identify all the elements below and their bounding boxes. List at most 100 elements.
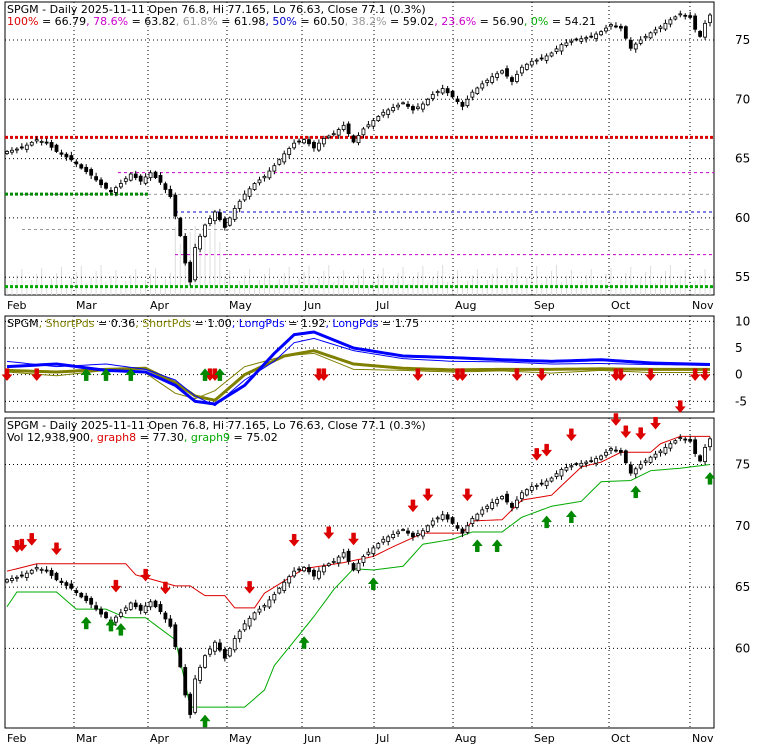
candle-body: [19, 574, 24, 577]
candle-body: [396, 104, 401, 108]
candle-body: [217, 642, 222, 651]
candle-body: [574, 38, 579, 41]
price-candle: [440, 84, 445, 96]
price-candle: [217, 208, 222, 222]
price-candle: [277, 586, 282, 595]
price-candle: [24, 570, 29, 581]
price-candle: [554, 470, 559, 480]
candle-body: [564, 42, 569, 46]
price-candle: [371, 545, 376, 557]
price-candle: [470, 89, 475, 101]
candle-body: [366, 551, 371, 555]
price-candle: [381, 109, 386, 118]
candle-body: [252, 183, 257, 190]
candle-body: [321, 565, 326, 573]
candle-body: [138, 604, 143, 611]
candle-body: [698, 455, 702, 462]
price-candle: [277, 158, 282, 166]
price-candle: [193, 675, 198, 715]
price-candle: [262, 603, 267, 611]
price-candle: [643, 33, 648, 42]
price-candle: [554, 45, 559, 55]
sell-arrow-icon: [536, 368, 548, 382]
candle-body: [198, 235, 202, 250]
y-tick-label: 10: [735, 314, 750, 328]
price-candle: [178, 647, 183, 669]
price-candle: [138, 603, 143, 615]
price-candle: [183, 233, 188, 266]
x-tick-label: Apr: [150, 299, 170, 312]
price-candle: [579, 460, 584, 469]
sell-arrow-icon: [11, 540, 23, 553]
candle-body: [416, 106, 420, 109]
price-candle: [104, 611, 108, 620]
oscillator-legend-value: = 1.00: [191, 317, 232, 330]
candle-body: [148, 601, 153, 608]
candle-body: [663, 447, 668, 454]
price-candle: [460, 526, 465, 538]
price-candle: [371, 118, 376, 130]
price-candle: [287, 574, 292, 587]
price-candle: [99, 606, 103, 618]
price-candle: [44, 138, 49, 146]
candle-body: [24, 572, 29, 578]
price-candle: [59, 577, 64, 586]
x-tick-label: Oct: [611, 299, 631, 312]
price-candle: [183, 664, 188, 698]
candle-body: [406, 530, 410, 534]
sell-arrow-icon: [318, 368, 330, 382]
price-candle: [237, 629, 242, 643]
price-candle: [49, 567, 54, 579]
price-candle: [708, 436, 712, 451]
candle-body: [569, 465, 574, 468]
y-tick-label: -5: [735, 394, 747, 408]
candle-body: [292, 570, 297, 577]
y-tick-label: 0: [735, 368, 743, 382]
candle-body: [693, 439, 698, 454]
y-tick-label: 65: [735, 152, 750, 166]
price-candle: [425, 97, 430, 107]
oscillator-line: [6, 337, 711, 407]
candle-body: [262, 175, 267, 179]
price-candle: [376, 115, 381, 123]
candle-body: [69, 155, 74, 161]
price-candle: [391, 103, 396, 113]
candle-body: [376, 543, 381, 549]
price-candle: [307, 136, 311, 147]
candle-body: [267, 599, 272, 608]
candle-body: [485, 79, 490, 83]
candle-body: [158, 175, 163, 183]
price-candle: [544, 53, 549, 64]
trend-legend-value: = 75.02: [230, 431, 278, 444]
price-candle: [411, 104, 415, 114]
candle-body: [213, 641, 217, 652]
fib-legend-label: , 0%: [524, 15, 548, 28]
price-candle: [455, 95, 460, 105]
candle-body: [15, 576, 19, 579]
candle-body: [168, 618, 173, 627]
oscillator-legend-label: , ShortPds: [39, 317, 95, 330]
candle-body: [163, 612, 168, 620]
candle-body: [188, 693, 193, 715]
fib-legend-label: , 50%: [265, 15, 296, 28]
candle-body: [480, 83, 485, 89]
candle-body: [539, 57, 544, 60]
candle-body: [425, 98, 430, 106]
candle-body: [331, 133, 336, 136]
candle-body: [193, 678, 198, 713]
price-candle: [326, 134, 331, 140]
fib-legend: 100% = 66.79, 78.6% = 63.82, 61.8% = 61.…: [7, 15, 596, 28]
candle-body: [29, 569, 34, 574]
price-candle: [401, 528, 405, 532]
price-candle: [480, 80, 485, 91]
sell-arrow-icon: [531, 448, 543, 461]
chart-title: SPGM - Daily 2025-11-11 Open 76.8, Hi 77…: [7, 3, 426, 16]
buy-arrow-icon: [704, 471, 716, 485]
candle-body: [351, 135, 356, 143]
candle-body: [559, 44, 564, 52]
candle-body: [143, 176, 148, 184]
price-candle: [539, 479, 544, 487]
price-candle: [351, 562, 356, 572]
candle-body: [158, 604, 163, 612]
price-candle: [386, 107, 391, 119]
